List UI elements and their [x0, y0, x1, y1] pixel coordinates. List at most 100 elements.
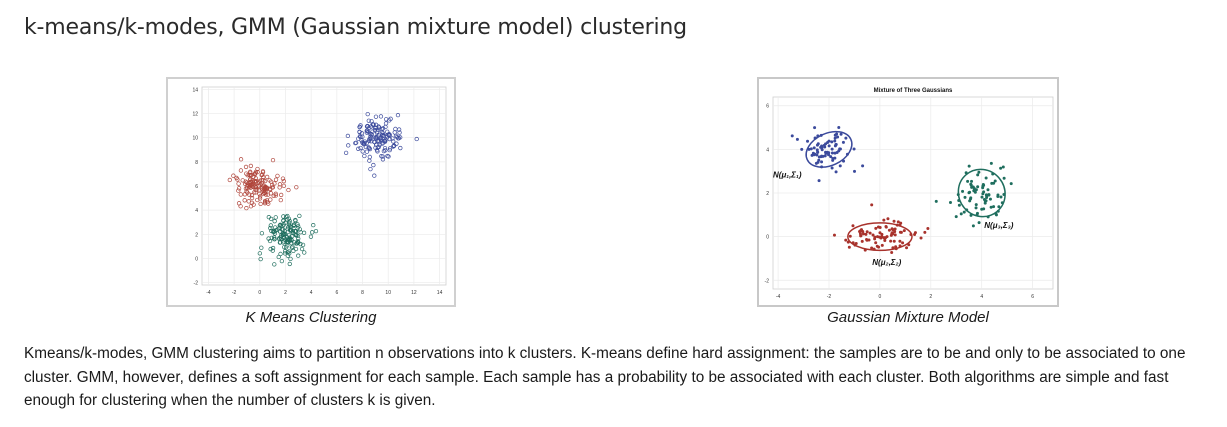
data-point: [984, 193, 988, 197]
data-point: [836, 135, 840, 139]
data-point: [296, 253, 301, 258]
data-point: [251, 184, 256, 190]
data-point: [386, 132, 391, 137]
data-point: [393, 133, 399, 139]
data-point: [969, 196, 973, 200]
x-tick-label: 2: [929, 294, 932, 300]
x-tick-label: 4: [980, 294, 983, 300]
data-point: [238, 168, 244, 173]
data-point: [297, 213, 302, 219]
data-point: [841, 140, 845, 144]
data-point: [878, 231, 882, 235]
data-point: [258, 256, 263, 262]
data-point: [882, 218, 886, 222]
data-point: [275, 173, 280, 179]
data-point: [366, 145, 371, 150]
data-point: [376, 127, 381, 132]
data-point: [276, 254, 281, 260]
data-point: [262, 198, 268, 204]
data-point: [293, 217, 298, 223]
data-point: [273, 177, 279, 182]
data-point: [934, 199, 938, 203]
data-point: [273, 215, 278, 220]
data-point: [833, 156, 837, 160]
data-point: [257, 188, 262, 193]
y-tick-label: -2: [765, 278, 770, 284]
data-point: [883, 238, 887, 242]
data-point: [267, 178, 272, 183]
data-point: [356, 146, 361, 151]
kmeans-scatter-plot: -4 -2 0 2 4 6 8 10 12 14 -2 0 2 4 6 8 10 12 14: [192, 86, 447, 296]
data-point: [864, 232, 868, 236]
data-point: [986, 188, 990, 192]
data-point: [871, 233, 875, 237]
data-point: [833, 133, 837, 137]
data-point: [285, 240, 290, 245]
x-tick-label: 2: [284, 290, 287, 296]
data-point: [387, 147, 392, 153]
chart-title: Mixture of Three Gaussians: [874, 88, 953, 94]
data-point: [259, 245, 264, 250]
data-point: [238, 157, 244, 162]
data-point: [985, 195, 989, 199]
data-point: [264, 187, 269, 192]
data-point: [816, 150, 820, 154]
data-point: [285, 250, 290, 255]
data-point: [961, 189, 965, 193]
data-point: [259, 231, 265, 236]
data-point: [905, 246, 909, 250]
data-point: [993, 179, 997, 183]
data-point: [894, 245, 898, 249]
data-point: [800, 147, 804, 151]
y-tick-label: 10: [192, 136, 198, 142]
data-point: [387, 132, 392, 138]
data-point: [360, 149, 365, 154]
data-point: [838, 147, 842, 151]
data-point: [858, 230, 862, 234]
data-point: [989, 205, 993, 209]
data-point: [356, 136, 361, 141]
data-point: [286, 225, 291, 230]
data-point: [268, 223, 273, 228]
data-point: [368, 131, 373, 137]
data-point: [396, 136, 402, 141]
data-point: [272, 219, 277, 224]
data-point: [257, 251, 262, 256]
data-point: [281, 218, 286, 223]
x-tick-label: 4: [310, 290, 313, 296]
data-point: [281, 214, 286, 219]
data-point: [365, 111, 370, 117]
x-tick-label: 6: [1031, 294, 1034, 300]
data-point: [255, 197, 260, 203]
x-tick-label: 10: [385, 290, 391, 296]
data-point: [390, 136, 395, 141]
data-point: [398, 145, 403, 151]
data-point: [823, 154, 827, 158]
data-point: [980, 195, 984, 199]
data-point: [820, 154, 824, 158]
page-title: k-means/k-modes, GMM (Gaussian mixture m…: [24, 15, 687, 40]
data-point: [364, 124, 370, 129]
data-point: [963, 195, 967, 199]
data-point: [258, 182, 263, 187]
data-point: [357, 124, 362, 130]
data-point: [817, 158, 821, 162]
data-point: [982, 190, 986, 194]
data-point: [227, 177, 232, 183]
data-point: [251, 190, 257, 195]
x-tick-label: -2: [232, 290, 237, 296]
data-point: [365, 128, 370, 134]
data-point: [820, 148, 824, 152]
data-point: [919, 236, 923, 240]
x-tick-label: 6: [335, 290, 338, 296]
data-point: [835, 150, 839, 154]
data-point: [294, 232, 299, 238]
data-point: [260, 172, 265, 177]
data-point: [830, 140, 834, 144]
data-point: [301, 230, 307, 235]
gmm-caption: Gaussian Mixture Model: [827, 309, 989, 326]
data-point: [247, 192, 252, 197]
data-point: [380, 157, 386, 162]
data-point: [831, 158, 835, 162]
data-point: [271, 193, 276, 198]
